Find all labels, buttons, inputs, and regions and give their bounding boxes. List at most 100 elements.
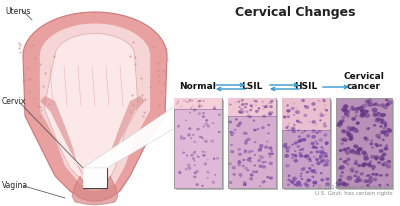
Ellipse shape bbox=[360, 109, 366, 114]
Ellipse shape bbox=[339, 121, 342, 124]
Polygon shape bbox=[44, 34, 138, 186]
Ellipse shape bbox=[294, 142, 298, 145]
Ellipse shape bbox=[194, 172, 197, 174]
Ellipse shape bbox=[298, 184, 302, 187]
Ellipse shape bbox=[363, 153, 368, 157]
Ellipse shape bbox=[287, 116, 290, 118]
Ellipse shape bbox=[371, 140, 373, 142]
Ellipse shape bbox=[211, 140, 214, 142]
Ellipse shape bbox=[292, 144, 294, 145]
Ellipse shape bbox=[188, 167, 191, 170]
Ellipse shape bbox=[351, 170, 354, 172]
Ellipse shape bbox=[240, 110, 242, 112]
Ellipse shape bbox=[376, 134, 380, 138]
Ellipse shape bbox=[255, 110, 258, 113]
Ellipse shape bbox=[205, 152, 206, 153]
Ellipse shape bbox=[183, 137, 185, 139]
Ellipse shape bbox=[230, 150, 234, 153]
Ellipse shape bbox=[239, 122, 242, 124]
Ellipse shape bbox=[312, 102, 316, 105]
Ellipse shape bbox=[324, 152, 328, 155]
Ellipse shape bbox=[310, 169, 313, 172]
Ellipse shape bbox=[384, 147, 388, 151]
Ellipse shape bbox=[338, 167, 342, 170]
Ellipse shape bbox=[382, 131, 385, 133]
Ellipse shape bbox=[343, 160, 347, 164]
Ellipse shape bbox=[344, 113, 348, 115]
Ellipse shape bbox=[288, 175, 290, 177]
Ellipse shape bbox=[356, 177, 360, 181]
Ellipse shape bbox=[202, 138, 204, 139]
Ellipse shape bbox=[194, 165, 196, 166]
Ellipse shape bbox=[228, 163, 232, 165]
Ellipse shape bbox=[230, 144, 233, 146]
Ellipse shape bbox=[238, 153, 242, 156]
Ellipse shape bbox=[325, 144, 327, 145]
Ellipse shape bbox=[322, 151, 325, 154]
Ellipse shape bbox=[294, 159, 298, 162]
Ellipse shape bbox=[364, 137, 367, 140]
Ellipse shape bbox=[362, 162, 367, 166]
Ellipse shape bbox=[382, 153, 386, 156]
Ellipse shape bbox=[292, 183, 294, 184]
Ellipse shape bbox=[291, 157, 294, 159]
Ellipse shape bbox=[354, 129, 359, 133]
Ellipse shape bbox=[385, 174, 388, 176]
Ellipse shape bbox=[288, 179, 290, 181]
Ellipse shape bbox=[364, 179, 368, 183]
Ellipse shape bbox=[371, 165, 376, 169]
Ellipse shape bbox=[294, 155, 297, 157]
Ellipse shape bbox=[368, 177, 372, 180]
Ellipse shape bbox=[325, 159, 329, 163]
Ellipse shape bbox=[180, 138, 182, 139]
Ellipse shape bbox=[233, 132, 235, 134]
Ellipse shape bbox=[336, 181, 341, 185]
Ellipse shape bbox=[312, 135, 316, 138]
Bar bbox=[174, 98, 222, 188]
Ellipse shape bbox=[239, 107, 240, 108]
Ellipse shape bbox=[268, 111, 270, 112]
Ellipse shape bbox=[246, 169, 249, 171]
Ellipse shape bbox=[268, 153, 272, 155]
Ellipse shape bbox=[268, 103, 270, 104]
Ellipse shape bbox=[191, 154, 193, 156]
Ellipse shape bbox=[386, 103, 389, 106]
Ellipse shape bbox=[299, 154, 303, 157]
Ellipse shape bbox=[255, 171, 258, 173]
Ellipse shape bbox=[341, 171, 344, 174]
Ellipse shape bbox=[302, 138, 306, 141]
Ellipse shape bbox=[218, 114, 220, 116]
FancyBboxPatch shape bbox=[338, 99, 394, 190]
Ellipse shape bbox=[294, 184, 296, 186]
Ellipse shape bbox=[311, 170, 315, 173]
Ellipse shape bbox=[338, 183, 342, 187]
Ellipse shape bbox=[307, 155, 310, 157]
Ellipse shape bbox=[314, 140, 317, 143]
Ellipse shape bbox=[199, 100, 201, 102]
Ellipse shape bbox=[244, 167, 248, 170]
Ellipse shape bbox=[297, 142, 299, 143]
Ellipse shape bbox=[305, 105, 309, 109]
Text: Uterus: Uterus bbox=[5, 7, 30, 16]
Ellipse shape bbox=[312, 129, 316, 132]
Ellipse shape bbox=[202, 185, 204, 187]
Ellipse shape bbox=[351, 129, 354, 131]
Ellipse shape bbox=[338, 122, 343, 126]
Ellipse shape bbox=[380, 158, 384, 160]
Ellipse shape bbox=[347, 126, 351, 129]
Ellipse shape bbox=[240, 176, 242, 177]
Ellipse shape bbox=[241, 104, 243, 106]
Ellipse shape bbox=[244, 150, 247, 152]
Ellipse shape bbox=[365, 110, 368, 113]
Ellipse shape bbox=[303, 167, 306, 169]
Ellipse shape bbox=[369, 160, 372, 163]
Ellipse shape bbox=[320, 120, 321, 121]
Ellipse shape bbox=[379, 149, 383, 153]
Ellipse shape bbox=[324, 133, 327, 136]
Ellipse shape bbox=[313, 181, 317, 185]
Ellipse shape bbox=[353, 127, 355, 129]
Ellipse shape bbox=[235, 102, 237, 103]
Ellipse shape bbox=[343, 148, 347, 151]
Ellipse shape bbox=[373, 178, 377, 181]
Ellipse shape bbox=[309, 179, 311, 181]
